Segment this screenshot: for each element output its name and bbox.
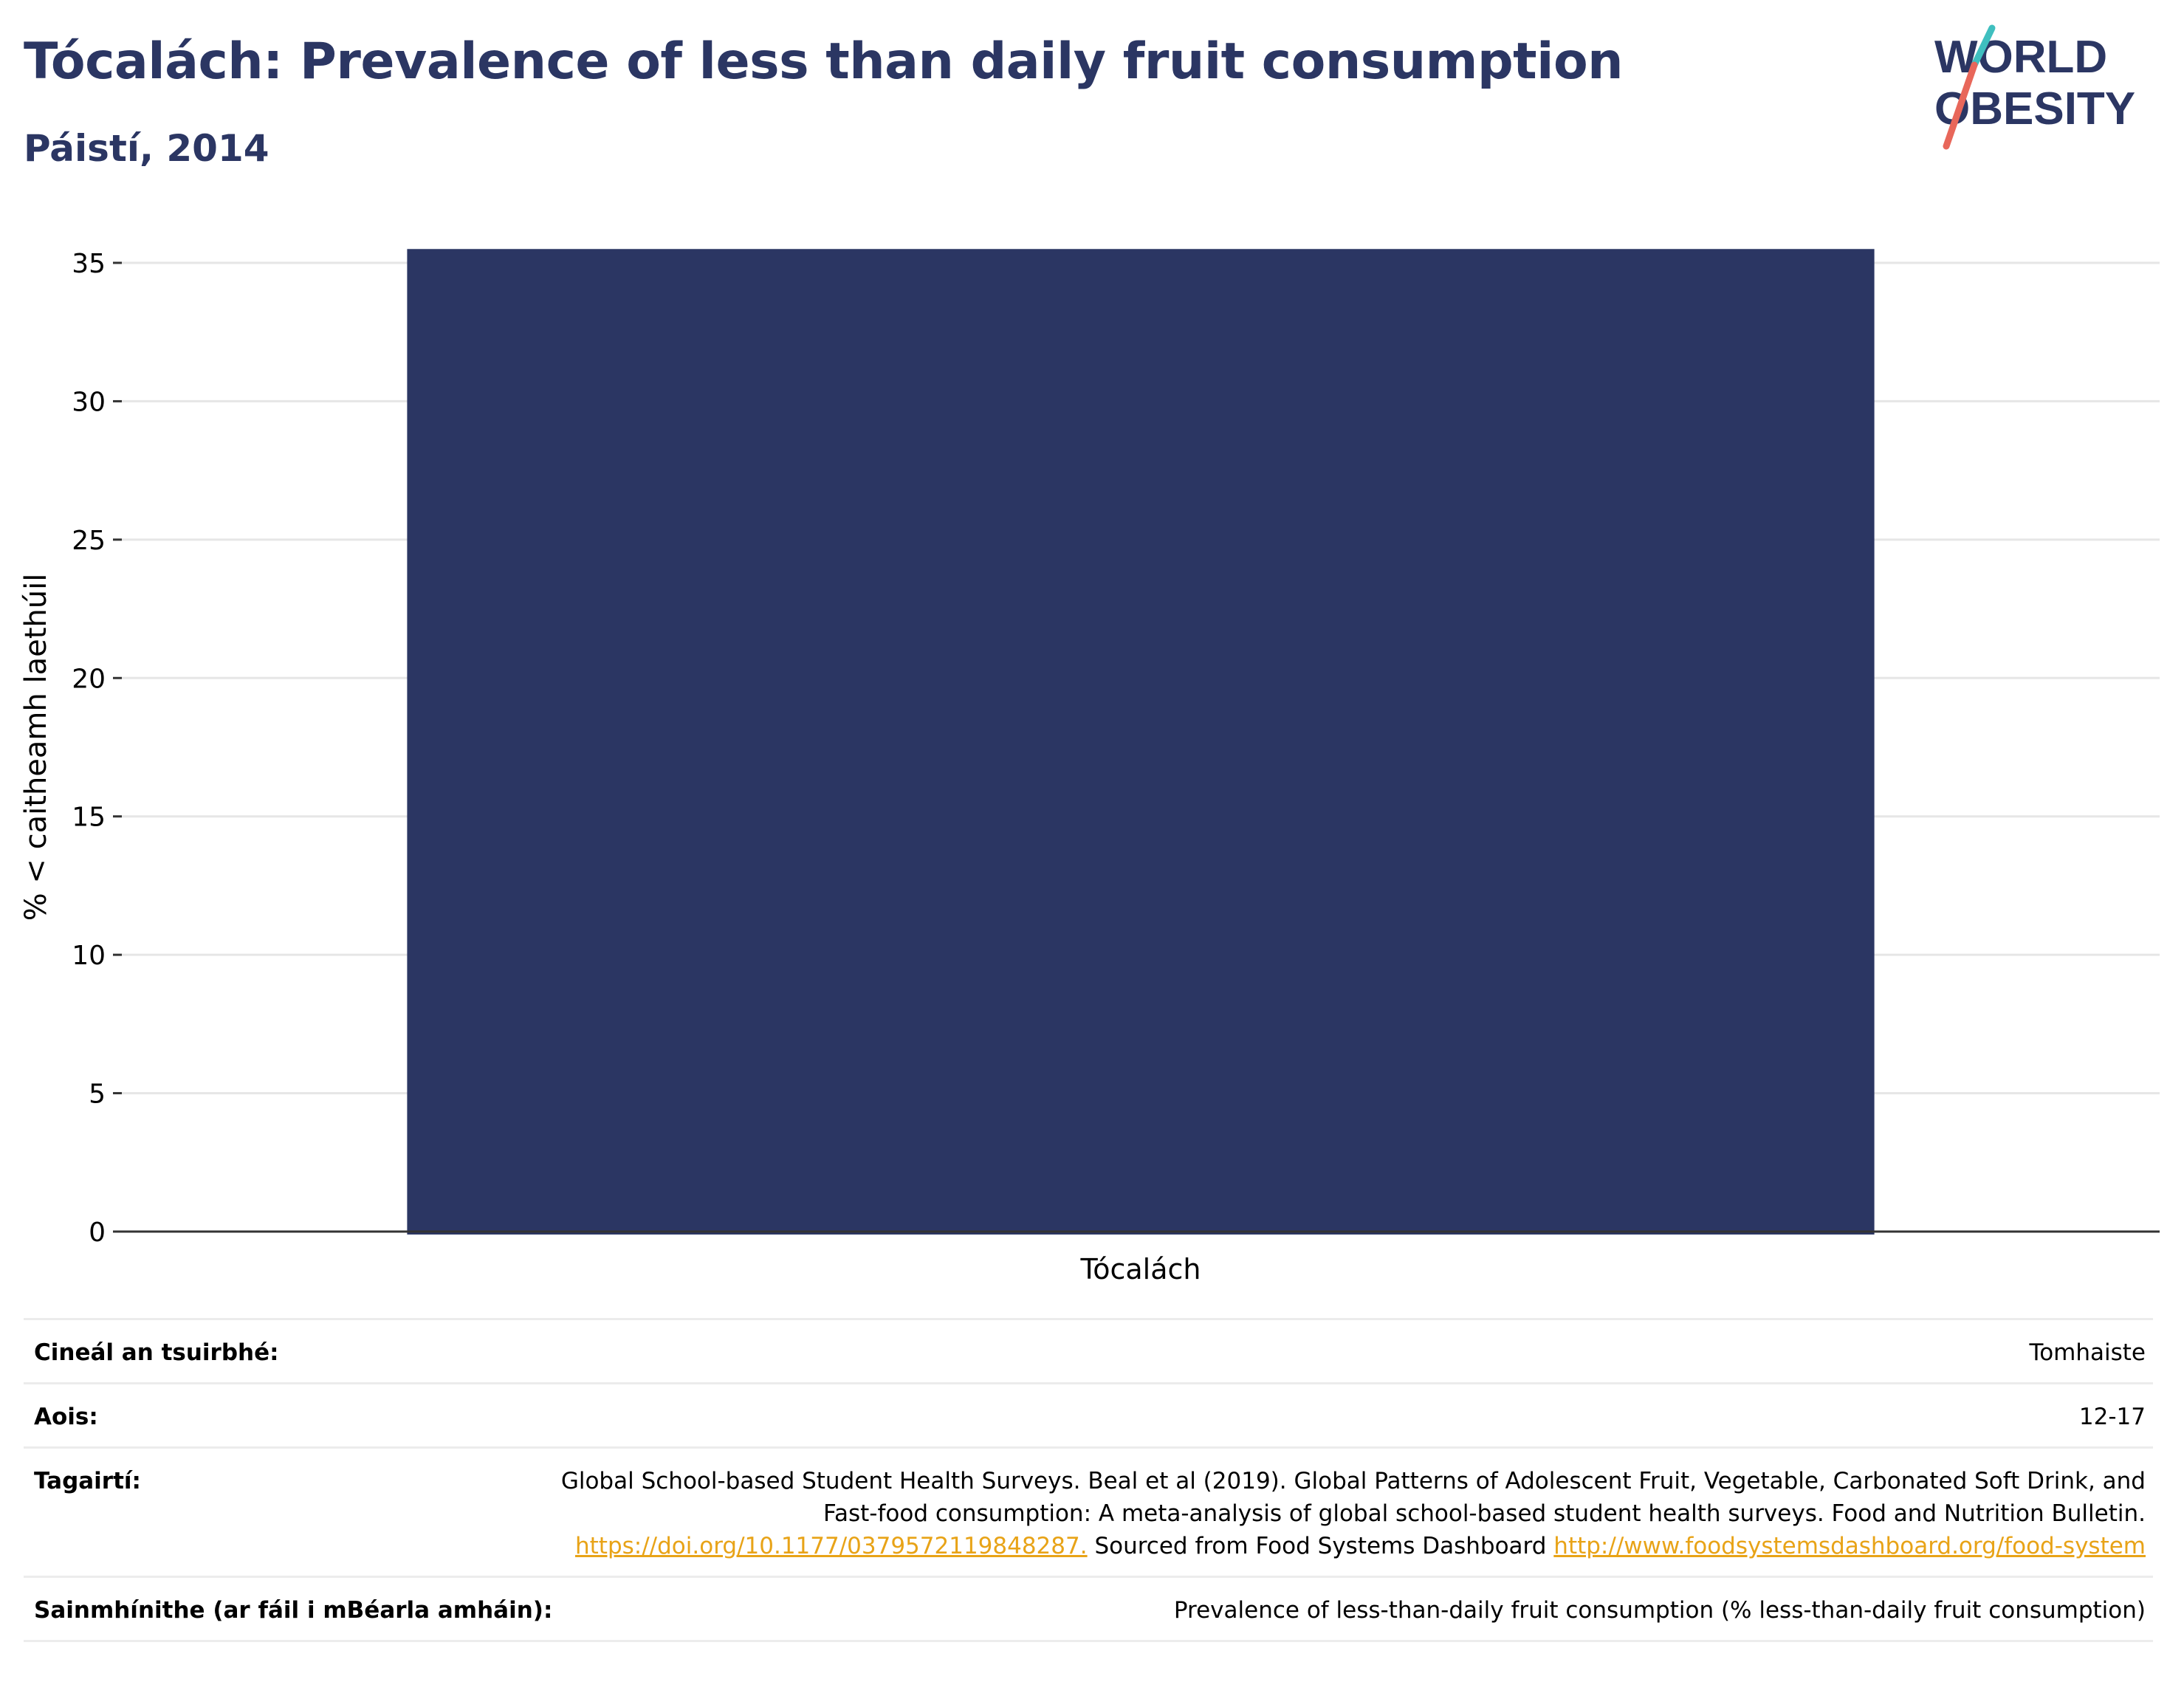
doi-link[interactable]: https://doi.org/10.1177/0379572119848287…	[575, 1533, 1088, 1559]
age-value: 12-17	[2078, 1404, 2146, 1430]
y-tick-label: 35	[72, 249, 106, 279]
metadata-table: Cineál an tsuirbhé: Tomhaiste Aois: 12-1…	[24, 1318, 2153, 1642]
y-tick-label: 25	[72, 526, 106, 556]
logo-line1: WORLD	[1934, 32, 2107, 83]
bar-chart: 0 5 10 15 20 25 30 35 Tócalách % < caitheamh la…	[19, 249, 2160, 1285]
bars	[407, 249, 1875, 1235]
y-tick-labels: 0 5 10 15 20 25 30 35	[72, 249, 122, 1248]
references-text2: Sourced from Food Systems Dashboard	[1094, 1533, 1547, 1559]
definition-value: Prevalence of less-than-daily fruit cons…	[1173, 1597, 2146, 1624]
x-tick-label: Tócalách	[1079, 1253, 1201, 1285]
meta-row-survey-type: Cineál an tsuirbhé: Tomhaiste	[24, 1318, 2153, 1382]
bar-0[interactable]	[407, 249, 1875, 1235]
age-label: Aois:	[34, 1404, 98, 1430]
page-subtitle: Páistí, 2014	[24, 127, 269, 170]
y-tick-label: 20	[72, 664, 106, 694]
references-value: Global School-based Student Health Surve…	[536, 1465, 2146, 1562]
y-tick-label: 0	[89, 1218, 106, 1248]
references-text1: Global School-based Student Health Surve…	[560, 1468, 2146, 1527]
meta-row-definition: Sainmhínithe (ar fáil i mBéarla amháin):…	[24, 1576, 2153, 1642]
x-tick-labels: Tócalách	[1079, 1253, 1201, 1285]
world-obesity-logo: WORLD OBESITY	[1934, 24, 2135, 150]
survey-type-label: Cineál an tsuirbhé:	[34, 1339, 279, 1366]
y-axis-label: % < caitheamh laethúil	[19, 574, 53, 921]
meta-row-age: Aois: 12-17	[24, 1382, 2153, 1446]
page-title: Tócalách: Prevalence of less than daily …	[24, 32, 1624, 91]
definition-label: Sainmhínithe (ar fáil i mBéarla amháin):	[34, 1597, 553, 1624]
meta-row-references: Tagairtí: Global School-based Student He…	[24, 1446, 2153, 1576]
y-tick-label: 15	[72, 803, 106, 833]
food-systems-link[interactable]: http://www.foodsystemsdashboard.org/food…	[1553, 1533, 2146, 1559]
y-tick-label: 10	[72, 941, 106, 971]
y-tick-label: 5	[89, 1079, 106, 1110]
references-label: Tagairtí:	[34, 1468, 141, 1494]
survey-type-value: Tomhaiste	[2029, 1339, 2146, 1366]
logo-teal-slash	[1971, 24, 1996, 69]
logo-coral-slash	[1943, 61, 1978, 150]
y-tick-label: 30	[72, 387, 106, 417]
